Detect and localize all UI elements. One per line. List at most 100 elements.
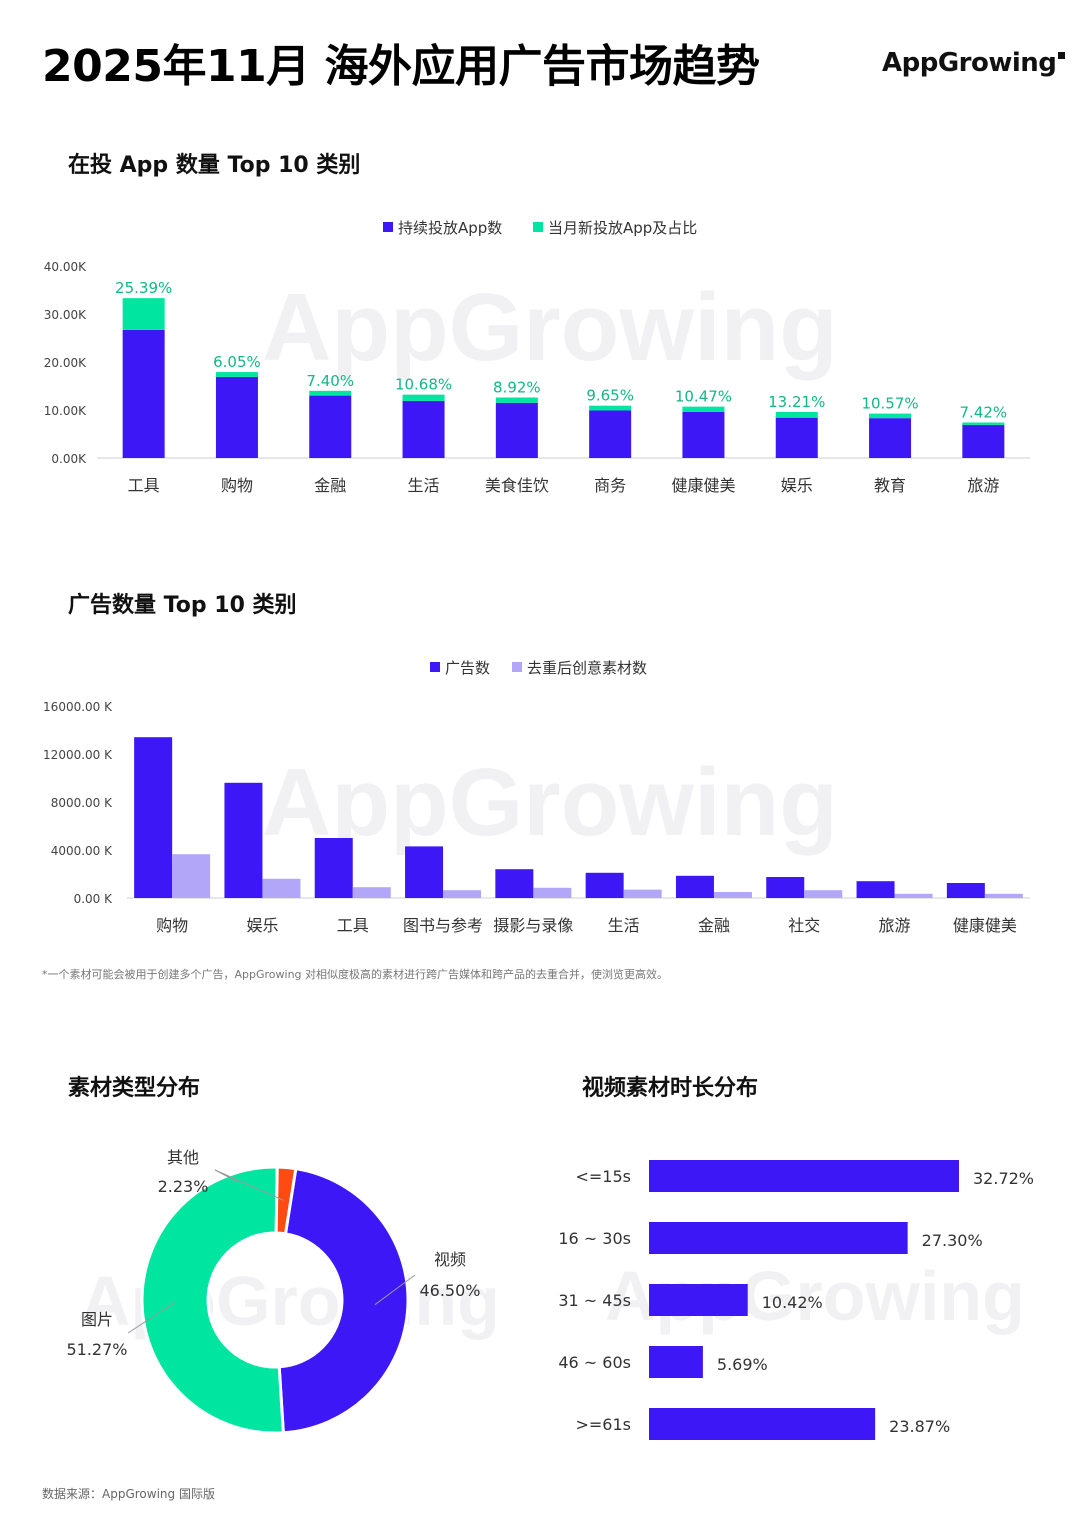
y-tick-label: 46 ~ 60s	[558, 1353, 631, 1372]
y-tick-label: 0.00 K	[74, 892, 114, 906]
bar-continuing-apps	[869, 418, 912, 458]
legend-swatch	[383, 222, 393, 232]
bar-new-apps	[495, 397, 538, 403]
video-durations-title: 视频素材时长分布	[582, 1076, 759, 1101]
bar-continuing-apps	[495, 402, 538, 458]
duration-bar	[649, 1222, 908, 1254]
data-source: 数据来源：AppGrowing 国际版	[42, 1487, 215, 1501]
x-tick-label: 商务	[594, 476, 626, 495]
watermark: AppGrowing	[262, 749, 838, 856]
x-tick-label: 金融	[314, 476, 346, 495]
y-tick-label: <=15s	[575, 1167, 631, 1186]
bar-ads	[495, 869, 534, 898]
y-tick-label: >=61s	[575, 1415, 631, 1434]
y-tick-label: 30.00K	[44, 308, 87, 322]
bar-ads	[585, 872, 624, 898]
bar-continuing-apps	[309, 395, 352, 458]
bar-unique-creatives	[172, 854, 211, 898]
bar-unique-creatives	[894, 893, 933, 898]
data-label: 7.42%	[960, 403, 1008, 421]
bar-ads	[405, 846, 444, 898]
bar-unique-creatives	[713, 892, 752, 898]
x-tick-label: 生活	[608, 916, 640, 935]
bar-unique-creatives	[443, 890, 482, 898]
y-tick-label: 16000.00 K	[43, 700, 113, 714]
apps-chart-title: 在投 App 数量 Top 10 类别	[68, 153, 361, 178]
duration-bar	[649, 1284, 748, 1316]
bar-new-apps	[775, 411, 818, 418]
bar-unique-creatives	[352, 887, 391, 898]
bar-unique-creatives	[262, 878, 301, 898]
x-tick-label: 教育	[874, 476, 906, 495]
bar-ads	[946, 883, 985, 898]
bar-continuing-apps	[775, 417, 818, 458]
slice-label: 其他	[167, 1148, 199, 1167]
y-tick-label: 31 ~ 45s	[558, 1291, 631, 1310]
y-tick-label: 10.00K	[44, 404, 87, 418]
leader-line	[127, 1301, 176, 1334]
bar-new-apps	[869, 413, 912, 419]
bar-continuing-apps	[589, 410, 632, 458]
legend-label: 广告数	[445, 659, 490, 677]
bar-unique-creatives	[623, 889, 662, 898]
bar-unique-creatives	[804, 890, 843, 898]
data-label: 10.68%	[395, 376, 452, 394]
data-label: 27.30%	[922, 1231, 983, 1250]
bar-continuing-apps	[402, 400, 445, 458]
y-tick-label: 16 ~ 30s	[558, 1229, 631, 1248]
data-label: 23.87%	[889, 1417, 950, 1436]
legend-swatch	[430, 662, 440, 672]
data-label: 13.21%	[768, 393, 825, 411]
data-label: 10.57%	[861, 395, 918, 413]
video-durations-chart: AppGrowing <=15s 32.72%16 ~ 30s 27.30%31 ~…	[558, 1160, 1034, 1440]
slice-label: 图片	[81, 1310, 113, 1329]
leader-line	[214, 1169, 284, 1201]
x-tick-label: 旅游	[879, 916, 911, 935]
y-tick-label: 40.00K	[44, 260, 87, 274]
x-tick-label: 美食佳饮	[485, 476, 549, 495]
data-label: 6.05%	[213, 353, 261, 371]
creative-types-title: 素材类型分布	[68, 1076, 201, 1101]
x-tick-label: 娱乐	[781, 476, 813, 495]
bar-ads	[224, 782, 263, 898]
bar-continuing-apps	[215, 376, 258, 458]
ads-chart: AppGrowing 广告数 去重后创意素材数 0.00 K 4000.00 K 800…	[43, 659, 1030, 935]
bar-new-apps	[589, 405, 632, 411]
footnote: *一个素材可能会被用于创建多个广告，AppGrowing 对相似度极高的素材进行…	[42, 968, 669, 981]
y-tick-label: 4000.00 K	[51, 844, 113, 858]
bar-continuing-apps	[122, 329, 165, 458]
brand-logo-text: AppGrowing	[882, 48, 1057, 78]
bar-ads	[314, 838, 353, 898]
x-tick-label: 工具	[337, 916, 369, 935]
logo-dot-icon	[1058, 52, 1066, 59]
data-label: 8.92%	[493, 379, 541, 397]
data-label: 32.72%	[973, 1169, 1034, 1188]
bar-new-apps	[309, 390, 352, 396]
x-tick-label: 旅游	[967, 476, 999, 495]
bar-new-apps	[682, 406, 725, 412]
x-tick-label: 健康健美	[953, 916, 1017, 935]
bar-ads	[675, 875, 714, 898]
bar-ads	[134, 737, 173, 898]
bar-new-apps	[962, 422, 1005, 425]
legend-label: 去重后创意素材数	[527, 659, 647, 677]
y-tick-label: 8000.00 K	[51, 796, 113, 810]
data-label: 10.47%	[675, 388, 732, 406]
watermark: AppGrowing	[262, 274, 838, 381]
ads-chart-title: 广告数量 Top 10 类别	[68, 593, 297, 618]
bar-ads	[766, 877, 805, 898]
duration-bar	[649, 1160, 959, 1192]
x-tick-label: 社交	[788, 916, 820, 935]
slice-value: 2.23%	[158, 1177, 209, 1196]
leader-line	[374, 1274, 416, 1306]
apps-chart: AppGrowing 持续投放App数 当月新投放App及占比 0.00K 10.00…	[44, 219, 1030, 495]
duration-bar	[649, 1346, 703, 1378]
bar-new-apps	[402, 394, 445, 401]
slice-value: 46.50%	[419, 1281, 480, 1300]
x-tick-label: 购物	[156, 916, 188, 935]
legend-swatch	[512, 662, 522, 672]
legend-label: 持续投放App数	[398, 219, 502, 237]
y-tick-label: 20.00K	[44, 356, 87, 370]
bar-unique-creatives	[533, 887, 572, 898]
